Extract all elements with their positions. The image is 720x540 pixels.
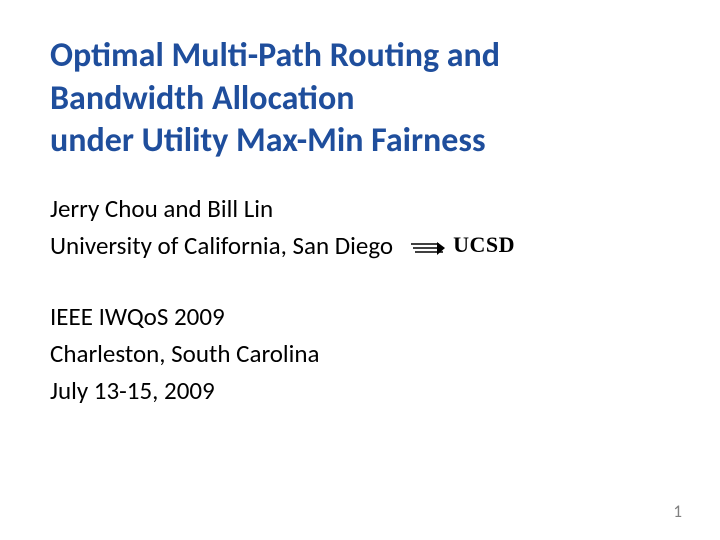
- title-line-2: Bandwidth Allocation: [50, 78, 670, 121]
- affiliation-text: University of California, San Diego: [50, 228, 393, 263]
- affiliation-row: University of California, San Diego UCSD: [50, 228, 670, 263]
- ucsd-logo-text: UCSD: [453, 230, 515, 261]
- title-line-1: Optimal Multi-Path Routing and: [50, 35, 670, 78]
- spacer: [50, 265, 670, 299]
- page-number: 1: [673, 501, 682, 522]
- authors-line: Jerry Chou and Bill Lin: [50, 191, 670, 226]
- slide-body: Jerry Chou and Bill Lin University of Ca…: [50, 191, 670, 408]
- ucsd-logo: UCSD: [409, 230, 515, 261]
- title-line-3: under Utility Max-Min Fairness: [50, 120, 670, 163]
- slide-container: Optimal Multi-Path Routing and Bandwidth…: [0, 0, 720, 540]
- ucsd-logo-icon: [409, 234, 447, 256]
- date-line: July 13-15, 2009: [50, 373, 670, 408]
- conference-line: IEEE IWQoS 2009: [50, 299, 670, 334]
- location-line: Charleston, South Carolina: [50, 336, 670, 371]
- slide-title: Optimal Multi-Path Routing and Bandwidth…: [50, 35, 670, 163]
